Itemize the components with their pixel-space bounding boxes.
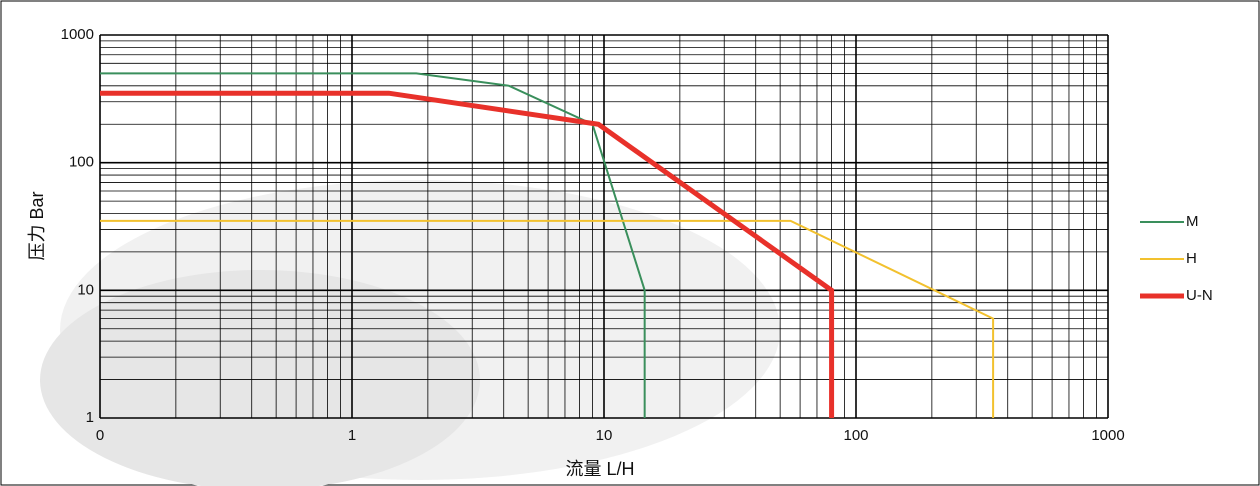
legend-label: H <box>1186 250 1197 267</box>
background-photo <box>40 270 480 486</box>
x-axis-label: 流量 L/H <box>565 459 634 479</box>
series-line <box>100 219 995 418</box>
x-tick-label: 0 <box>96 427 104 444</box>
legend-label: M <box>1186 213 1199 230</box>
legend-label: U-N <box>1186 287 1213 304</box>
y-tick-label: 10 <box>77 281 94 298</box>
x-tick-label: 1000 <box>1091 427 1124 444</box>
x-tick-label: 10 <box>596 427 613 444</box>
y-tick-label: 100 <box>69 154 94 171</box>
series-line <box>100 90 835 418</box>
x-tick-label: 1 <box>348 427 356 444</box>
series-line <box>100 72 646 418</box>
y-axis-label: 压力 Bar <box>27 191 47 260</box>
y-tick-label: 1000 <box>61 26 94 43</box>
x-tick-label: 100 <box>843 427 868 444</box>
y-tick-label: 1 <box>86 409 94 426</box>
